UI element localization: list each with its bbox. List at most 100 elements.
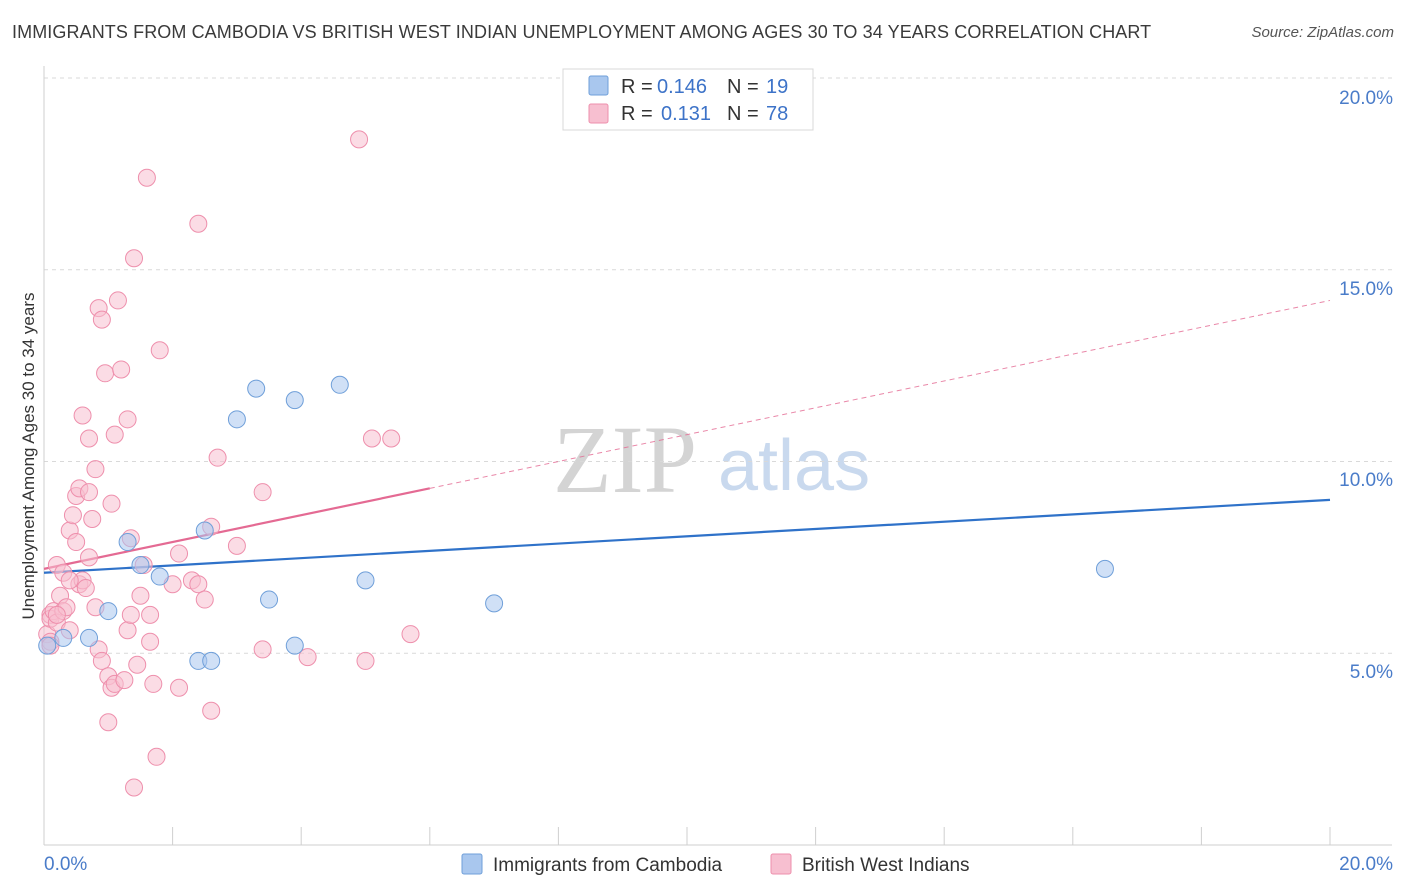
point-bwi-29 xyxy=(92,310,111,329)
point-bwi-36 xyxy=(108,291,127,310)
y-tick-label-15: 15.0% xyxy=(1339,279,1393,300)
bottom-legend-label-bwi: British West Indians xyxy=(802,855,970,876)
point-bwi-15 xyxy=(67,533,86,552)
point-bwi-41 xyxy=(121,605,140,624)
point-bwi-71 xyxy=(401,625,420,644)
trend-line-extension-1 xyxy=(429,299,1331,489)
point-bwi-21 xyxy=(80,429,99,448)
point-bwi-13 xyxy=(63,506,82,525)
point-bwi-37 xyxy=(112,360,131,379)
point-bwi-52 xyxy=(150,341,169,360)
y-tick-label-5: 5.0% xyxy=(1350,662,1393,683)
point-bwi-51 xyxy=(147,747,166,766)
point-bwi-20 xyxy=(76,579,95,598)
legend-r-label-cambodia: R = xyxy=(621,76,653,98)
point-bwi-43 xyxy=(125,249,144,268)
point-bwi-39 xyxy=(118,621,137,640)
point-bwi-59 xyxy=(195,590,214,609)
legend-r-value-cambodia: 0.146 xyxy=(657,76,707,98)
point-bwi-45 xyxy=(131,586,150,605)
point-cambodia-16 xyxy=(356,571,375,590)
x-tick-label-min: 0.0% xyxy=(44,854,87,875)
legend-n-value-bwi: 78 xyxy=(766,103,788,125)
point-bwi-70 xyxy=(382,429,401,448)
point-cambodia-0 xyxy=(38,636,57,655)
point-bwi-69 xyxy=(362,429,381,448)
trend-lines xyxy=(43,299,1331,574)
bottom-legend-swatch-cambodia xyxy=(461,853,483,875)
axes xyxy=(43,66,1392,846)
point-bwi-25 xyxy=(86,460,105,479)
point-bwi-72 xyxy=(125,778,144,797)
point-bwi-50 xyxy=(144,674,163,693)
point-bwi-63 xyxy=(227,536,246,555)
series-legend: Immigrants from Cambodia British West In… xyxy=(461,853,970,876)
point-bwi-74 xyxy=(60,571,79,590)
point-cambodia-10 xyxy=(227,410,246,429)
point-bwi-75 xyxy=(47,605,66,624)
point-bwi-64 xyxy=(253,483,272,502)
legend-n-value-cambodia: 19 xyxy=(766,76,788,98)
y-axis-title: Unemployment Among Ages 30 to 34 years xyxy=(19,293,38,620)
trend-line-1 xyxy=(43,487,431,570)
watermark-zip: ZIP xyxy=(553,406,697,513)
point-cambodia-17 xyxy=(485,594,504,613)
legend-r-value-bwi: 0.131 xyxy=(661,103,711,125)
point-cambodia-13 xyxy=(285,391,304,410)
point-cambodia-12 xyxy=(260,590,279,609)
x-tick-label-max: 20.0% xyxy=(1339,854,1393,875)
point-bwi-62 xyxy=(208,448,227,467)
point-bwi-48 xyxy=(141,605,160,624)
point-bwi-30 xyxy=(96,364,115,383)
point-bwi-73 xyxy=(99,713,118,732)
y-tick-label-20: 20.0% xyxy=(1339,88,1393,109)
legend-swatch-bwi xyxy=(588,103,609,124)
legend-n-label-bwi: N = xyxy=(727,103,759,125)
point-cambodia-4 xyxy=(118,533,137,552)
point-bwi-19 xyxy=(73,406,92,425)
point-bwi-65 xyxy=(253,640,272,659)
point-bwi-66 xyxy=(298,648,317,667)
point-cambodia-1 xyxy=(54,628,73,647)
point-cambodia-9 xyxy=(202,651,221,670)
point-bwi-40 xyxy=(118,410,137,429)
point-bwi-44 xyxy=(128,655,147,674)
scatter-points xyxy=(38,130,1114,797)
point-bwi-33 xyxy=(102,494,121,513)
gridlines xyxy=(44,77,1392,654)
point-cambodia-15 xyxy=(330,375,349,394)
point-bwi-67 xyxy=(350,130,369,149)
y-tick-label-10: 10.0% xyxy=(1339,470,1393,491)
point-bwi-57 xyxy=(189,214,208,233)
point-bwi-55 xyxy=(170,544,189,563)
point-bwi-47 xyxy=(137,168,156,187)
point-cambodia-14 xyxy=(285,636,304,655)
point-cambodia-5 xyxy=(131,556,150,575)
point-bwi-38 xyxy=(115,671,134,690)
source-label: Source: ZipAtlas.com xyxy=(1251,24,1394,41)
point-bwi-35 xyxy=(105,425,124,444)
point-bwi-54 xyxy=(170,678,189,697)
point-bwi-22 xyxy=(80,483,99,502)
point-bwi-28 xyxy=(92,651,111,670)
point-cambodia-18 xyxy=(1095,559,1114,578)
bottom-legend-swatch-bwi xyxy=(770,853,792,875)
point-bwi-61 xyxy=(202,701,221,720)
point-bwi-68 xyxy=(356,651,375,670)
point-bwi-23 xyxy=(80,548,99,567)
point-cambodia-11 xyxy=(247,379,266,398)
point-bwi-49 xyxy=(141,632,160,651)
bottom-legend-label-cambodia: Immigrants from Cambodia xyxy=(493,855,723,876)
point-cambodia-7 xyxy=(195,521,214,540)
point-bwi-24 xyxy=(83,510,102,529)
legend-r-label-bwi: R = xyxy=(621,103,653,125)
point-cambodia-6 xyxy=(150,567,169,586)
stats-legend: R = 0.146 N = 19 R = 0.131 N = 78 xyxy=(562,68,814,131)
point-bwi-58 xyxy=(189,575,208,594)
legend-n-label-cambodia: N = xyxy=(727,76,759,98)
watermark-atlas: atlas xyxy=(718,426,870,506)
point-cambodia-2 xyxy=(80,628,99,647)
point-cambodia-3 xyxy=(99,602,118,621)
trend-line-0 xyxy=(43,498,1331,574)
